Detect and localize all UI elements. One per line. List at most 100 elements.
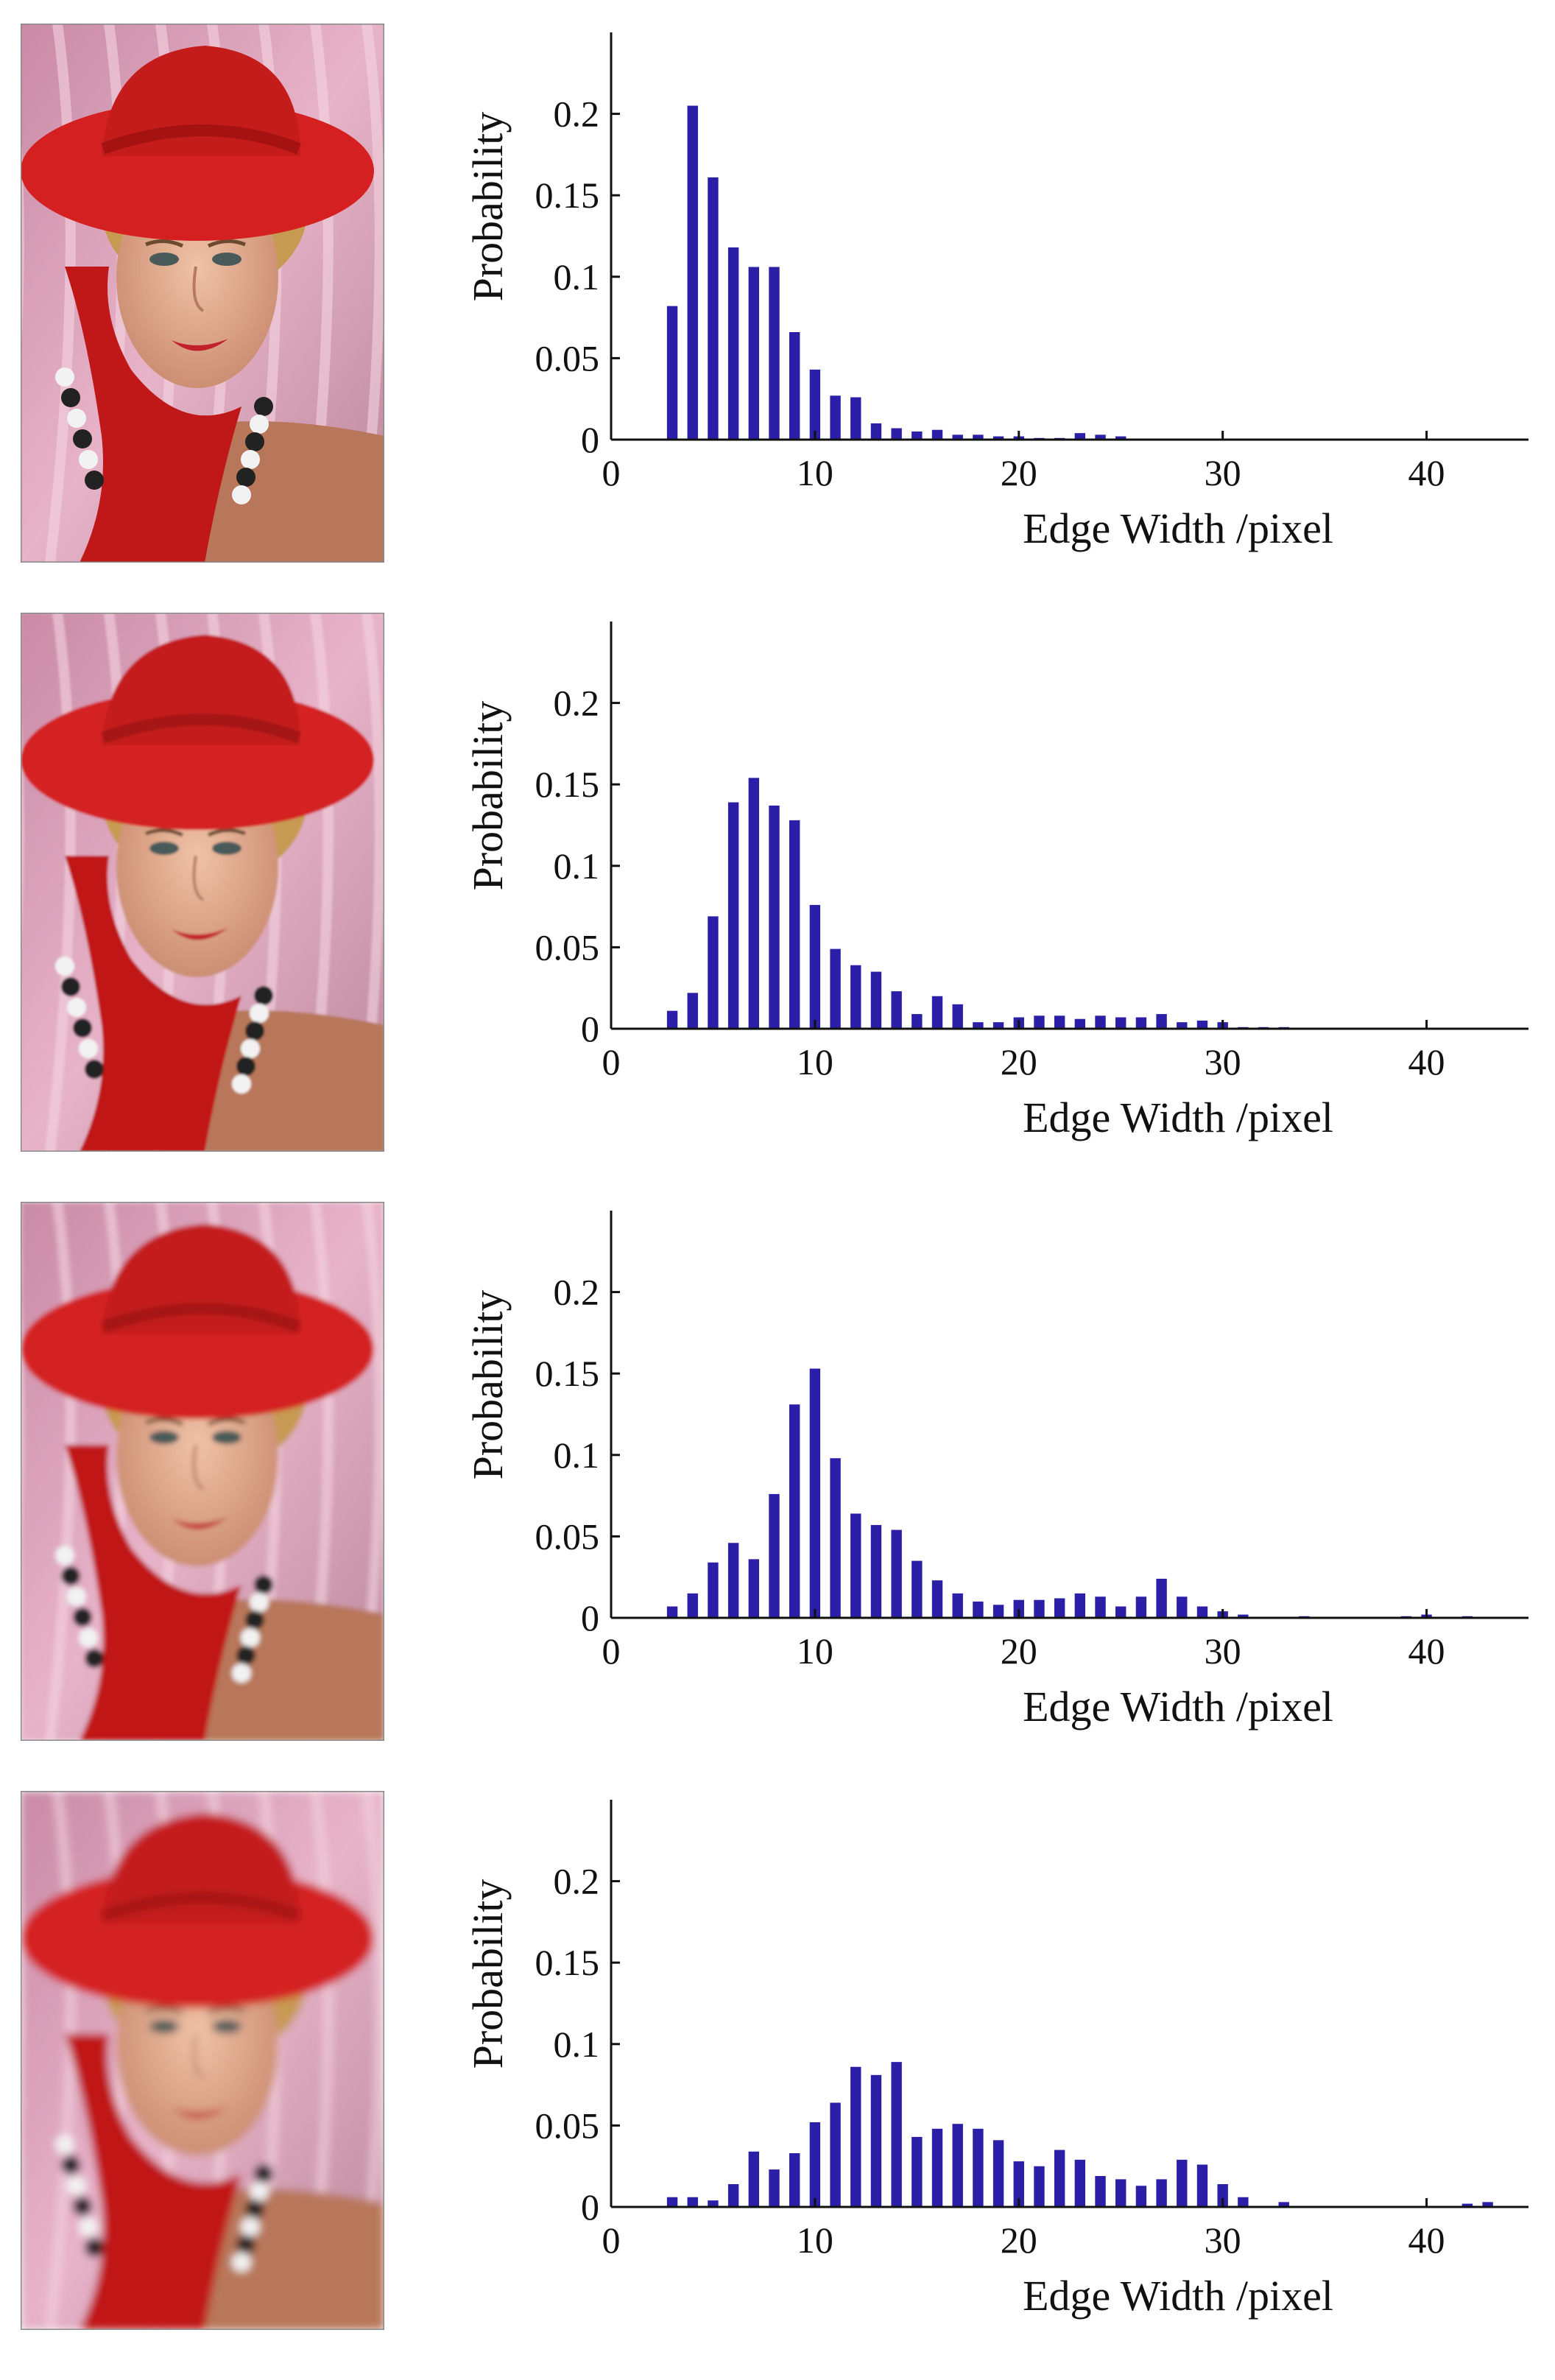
portrait-svg bbox=[0, 1201, 385, 1742]
y-tick-label: 0 bbox=[581, 1597, 599, 1638]
histogram-bar bbox=[727, 2184, 739, 2207]
y-tick-label: 0.15 bbox=[535, 175, 600, 216]
histogram-bar bbox=[748, 2151, 760, 2207]
histogram-bar bbox=[708, 916, 719, 1029]
histogram-svg: 0 10 20 30 40 0 0.05 0.1 0.15 0.2 Edge Width /pixe… bbox=[464, 1800, 1528, 2320]
red-scarf bbox=[65, 267, 241, 563]
histogram-bar bbox=[1115, 1606, 1126, 1618]
histogram-svg: 0 10 20 30 40 0 0.05 0.1 0.15 0.2 Edge Width /pixe… bbox=[464, 32, 1528, 552]
histogram-bar bbox=[992, 1605, 1004, 1618]
x-tick-label: 10 bbox=[797, 452, 833, 493]
portrait-svg bbox=[0, 23, 385, 563]
histogram-bar bbox=[1095, 1015, 1106, 1029]
histogram-bar bbox=[850, 965, 861, 1029]
histogram-bar bbox=[931, 429, 943, 440]
histogram-bar bbox=[1482, 2202, 1493, 2207]
histogram-bar bbox=[748, 267, 760, 440]
y-tick-label: 0 bbox=[581, 1008, 599, 1049]
y-tick-label: 0.2 bbox=[554, 94, 600, 135]
x-tick-label: 0 bbox=[602, 452, 621, 493]
y-tick-label: 0.15 bbox=[535, 764, 600, 805]
histogram-bar bbox=[1196, 1606, 1208, 1618]
histogram-bar bbox=[1054, 1015, 1065, 1029]
y-tick-label: 0.2 bbox=[554, 683, 600, 724]
histogram-bar bbox=[789, 2153, 800, 2207]
x-axis-label: Edge Width /pixel bbox=[1023, 2272, 1333, 2320]
histogram-bar bbox=[1054, 2150, 1065, 2207]
histogram-bar bbox=[973, 434, 984, 440]
red-scarf bbox=[65, 856, 241, 1152]
lips bbox=[172, 1517, 228, 1529]
x-axis-label: Edge Width /pixel bbox=[1023, 504, 1333, 552]
histogram-bar bbox=[1238, 1614, 1249, 1618]
histogram-bar bbox=[687, 1593, 698, 1618]
histogram-bar bbox=[748, 778, 760, 1029]
histogram-bar bbox=[769, 1493, 780, 1618]
histogram-bar bbox=[870, 2074, 882, 2207]
x-tick-label: 10 bbox=[797, 2219, 833, 2261]
histogram-svg: 0 10 20 30 40 0 0.05 0.1 0.15 0.2 Edge Width /pixe… bbox=[464, 1211, 1528, 1731]
x-tick-label: 20 bbox=[1001, 452, 1037, 493]
y-tick-label: 0.05 bbox=[535, 1515, 600, 1557]
figure-row-4: 0 10 20 30 40 0 0.05 0.1 0.15 0.2 Edge Width /pixe… bbox=[0, 1790, 1555, 2380]
histogram-bar bbox=[789, 820, 800, 1029]
histogram-bar bbox=[992, 436, 1004, 440]
y-tick-label: 0.2 bbox=[554, 1272, 600, 1313]
x-tick-label: 30 bbox=[1205, 1630, 1241, 1672]
histogram-bar bbox=[992, 1022, 1004, 1029]
histogram-bar bbox=[973, 1601, 984, 1618]
hat-crown bbox=[102, 635, 300, 745]
histogram-bar bbox=[850, 1513, 861, 1618]
y-tick-label: 0.15 bbox=[535, 1353, 600, 1394]
histogram-bar bbox=[666, 2197, 678, 2207]
x-tick-label: 30 bbox=[1205, 2219, 1241, 2261]
y-tick-label: 0.1 bbox=[554, 1434, 600, 1476]
histogram-bar bbox=[1013, 1599, 1024, 1618]
histogram-bar bbox=[973, 2128, 984, 2207]
histogram-bar bbox=[1095, 434, 1106, 440]
histogram-svg: 0 10 20 30 40 0 0.05 0.1 0.15 0.2 Edge Width /pixe… bbox=[464, 622, 1528, 1141]
histogram-bar bbox=[1177, 2159, 1188, 2207]
histogram-bar bbox=[891, 428, 902, 440]
histogram-bar bbox=[666, 1606, 678, 1618]
histogram-bar bbox=[1135, 2186, 1147, 2207]
y-tick-label: 0.1 bbox=[554, 845, 600, 887]
y-tick-label: 0.1 bbox=[554, 2024, 600, 2065]
histogram-bar bbox=[830, 2102, 841, 2207]
histogram-bar bbox=[1115, 436, 1126, 440]
figure-row-2: 0 10 20 30 40 0 0.05 0.1 0.15 0.2 Edge Width /pixe… bbox=[0, 612, 1555, 1202]
histogram-bar bbox=[891, 2062, 902, 2207]
histogram-bar bbox=[1461, 2203, 1473, 2207]
y-tick-label: 0.05 bbox=[535, 2105, 600, 2146]
histogram-bar bbox=[809, 369, 821, 440]
edge-width-histogram-4: 0 10 20 30 40 0 0.05 0.1 0.15 0.2 Edge Width /pixe… bbox=[412, 1791, 1555, 2380]
histogram-bar bbox=[992, 2140, 1004, 2207]
histogram-bar bbox=[931, 1580, 943, 1618]
histogram-bar bbox=[850, 397, 861, 440]
portrait-photo-3 bbox=[0, 1201, 385, 1742]
histogram-bar bbox=[1034, 1015, 1045, 1029]
histogram-bar bbox=[1217, 2184, 1228, 2207]
x-axis-label: Edge Width /pixel bbox=[1023, 1094, 1333, 1141]
x-tick-label: 10 bbox=[797, 1041, 833, 1082]
y-axis-label: Probability bbox=[464, 112, 512, 302]
y-tick-label: 0.15 bbox=[535, 1942, 600, 1983]
histogram-bar bbox=[809, 2122, 821, 2207]
histogram-bar bbox=[708, 2200, 719, 2207]
edge-width-histogram-3: 0 10 20 30 40 0 0.05 0.1 0.15 0.2 Edge Width /pixe… bbox=[412, 1202, 1555, 1791]
x-tick-label: 20 bbox=[1001, 2219, 1037, 2261]
histogram-bar bbox=[727, 802, 739, 1029]
figure-row-1: 0 10 20 30 40 0 0.05 0.1 0.15 0.2 Edge Width /pixe… bbox=[0, 23, 1555, 613]
x-tick-label: 30 bbox=[1205, 452, 1241, 493]
histogram-bar bbox=[1135, 1017, 1147, 1029]
histogram-bar bbox=[850, 2066, 861, 2207]
portrait-photo-4 bbox=[0, 1790, 385, 2331]
x-tick-label: 40 bbox=[1408, 1041, 1445, 1082]
histogram-bar bbox=[666, 1010, 678, 1029]
histogram-bar bbox=[769, 805, 780, 1029]
histogram-bar bbox=[952, 2124, 963, 2207]
histogram-bar bbox=[1278, 2202, 1289, 2207]
histogram-bar bbox=[789, 332, 800, 440]
histogram-bar bbox=[1054, 1598, 1065, 1618]
histogram-bar bbox=[748, 1559, 760, 1618]
